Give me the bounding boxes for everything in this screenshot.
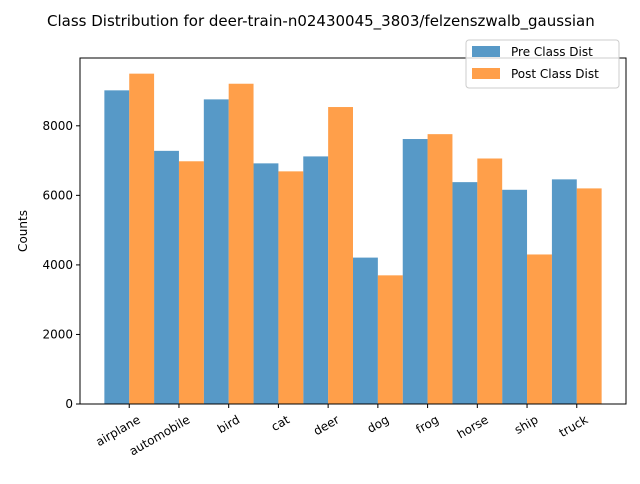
- x-tick-label-bird: bird: [215, 412, 242, 436]
- bar-pre-truck: [551, 179, 577, 404]
- y-axis: 0 2000 4000 6000 8000: [42, 119, 80, 411]
- plot-frame: [79, 57, 627, 405]
- bar-pre-horse: [452, 182, 478, 404]
- legend: Pre Class Dist Post Class Dist: [465, 39, 620, 89]
- bar-post-truck: [576, 188, 602, 404]
- bar-post-dog: [377, 275, 403, 404]
- chart-title: Class Distribution for deer-train-n02430…: [47, 12, 595, 31]
- bar-post-airplane: [129, 73, 155, 405]
- x-tick-label-horse: horse: [455, 412, 491, 441]
- x-tick-label-frog: frog: [413, 412, 441, 436]
- bar-post-horse: [477, 158, 503, 404]
- x-tick-label-deer: deer: [311, 412, 342, 438]
- legend-swatch-post: [472, 68, 500, 79]
- y-tick-label: 2000: [42, 327, 73, 341]
- bar-post-ship: [527, 254, 552, 404]
- bar-post-deer: [328, 107, 353, 404]
- y-tick-label: 4000: [42, 258, 73, 272]
- bars-layer: [104, 73, 602, 405]
- bar-pre-ship: [502, 189, 528, 404]
- legend-label-post: Post Class Dist: [511, 67, 599, 81]
- bar-post-bird: [228, 83, 254, 404]
- x-tick-label-ship: ship: [512, 412, 540, 437]
- y-tick-label: 0: [65, 397, 73, 411]
- x-tick-label-truck: truck: [557, 412, 591, 440]
- legend-frame: [465, 39, 620, 89]
- bar-post-automobile: [178, 161, 204, 404]
- x-tick-label-cat: cat: [269, 412, 292, 434]
- bar-pre-automobile: [154, 150, 179, 404]
- bar-pre-cat: [253, 163, 279, 404]
- bar-post-frog: [427, 134, 453, 404]
- y-tick-label: 6000: [42, 188, 73, 202]
- y-axis-label: Counts: [16, 210, 30, 252]
- bar-post-cat: [278, 171, 304, 404]
- y-tick-label: 8000: [42, 119, 73, 133]
- legend-label-pre: Pre Class Dist: [511, 45, 593, 59]
- bar-pre-airplane: [104, 90, 130, 404]
- legend-swatch-pre: [472, 46, 500, 57]
- bar-pre-dog: [353, 257, 378, 404]
- bar-pre-frog: [402, 139, 428, 404]
- bar-pre-bird: [203, 99, 229, 404]
- x-tick-label-dog: dog: [365, 412, 392, 435]
- bar-pre-deer: [303, 156, 329, 404]
